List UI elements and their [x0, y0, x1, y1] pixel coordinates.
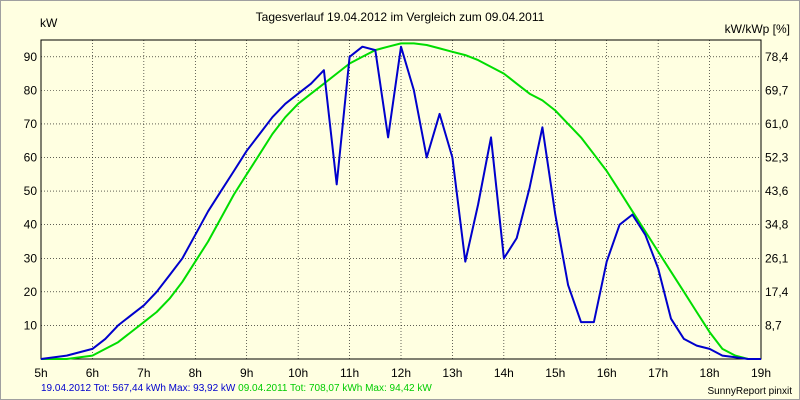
x-tick-label-8: 13h [442, 366, 462, 380]
y-right-tick-label-5: 52,3 [765, 151, 789, 165]
y-left-tick-label-2: 30 [24, 251, 38, 265]
chart-footer: 19.04.2012 Tot: 567,44 kWh Max: 93,92 kW… [41, 383, 432, 394]
x-tick-label-14: 19h [751, 366, 771, 380]
y-right-tick-label-3: 34,8 [765, 218, 789, 232]
x-tick-label-12: 17h [648, 366, 668, 380]
y-axis-left-label: kW [40, 16, 58, 30]
x-tick-label-10: 15h [545, 366, 565, 380]
footer-series1-summary: 19.04.2012 Tot: 567,44 kWh Max: 93,92 kW [41, 383, 236, 394]
x-tick-label-1: 6h [86, 366, 99, 380]
y-left-tick-label-0: 10 [24, 318, 38, 332]
y-left-tick-label-8: 90 [24, 50, 38, 64]
y-right-tick-label-4: 43,6 [765, 184, 789, 198]
y-left-tick-label-5: 60 [24, 151, 38, 165]
y-left-tick-label-6: 70 [24, 117, 38, 131]
series-line-0 [40, 45, 761, 360]
y-axis-right-label: kW/kWp [%] [724, 22, 790, 36]
x-tick-label-3: 8h [189, 366, 202, 380]
x-tick-label-0: 5h [34, 366, 47, 380]
x-tick-label-7: 12h [391, 366, 411, 380]
x-tick-label-2: 7h [137, 366, 150, 380]
footer-credit: SunnyReport pinxit [707, 386, 793, 397]
x-tick-label-5: 10h [288, 366, 308, 380]
x-tick-label-13: 18h [700, 366, 720, 380]
plot-border [40, 39, 762, 360]
series-line-1 [41, 42, 761, 360]
y-left-tick-label-4: 50 [24, 184, 38, 198]
y-left-tick-label-1: 20 [24, 285, 38, 299]
y-right-tick-label-2: 26,1 [765, 251, 789, 265]
x-tick-label-4: 9h [240, 366, 253, 380]
x-tick-label-6: 11h [340, 366, 359, 380]
chart-title: Tagesverlauf 19.04.2012 im Vergleich zum… [255, 10, 545, 24]
x-tick-label-9: 14h [494, 366, 514, 380]
y-right-tick-label-8: 78,4 [765, 50, 789, 64]
y-right-tick-label-6: 61,0 [765, 117, 789, 131]
y-right-tick-label-7: 69,7 [765, 83, 789, 97]
y-left-tick-label-3: 40 [24, 218, 38, 232]
y-left-tick-label-7: 80 [24, 83, 38, 97]
x-tick-label-11: 16h [597, 366, 617, 380]
y-right-tick-label-0: 8,7 [765, 318, 782, 332]
y-right-tick-label-1: 17,4 [765, 285, 789, 299]
footer-series2-summary: 09.04.2011 Tot: 708,07 kWh Max: 94,42 kW [235, 383, 432, 394]
